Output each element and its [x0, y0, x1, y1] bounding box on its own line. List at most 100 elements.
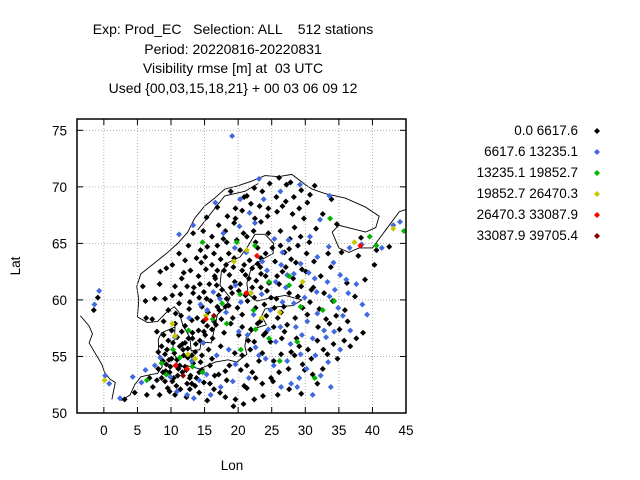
data-point [325, 243, 332, 250]
legend-entry-label: 26470.3 33087.9 [477, 207, 578, 222]
data-point [309, 391, 316, 398]
data-point [299, 278, 306, 285]
data-point [143, 377, 150, 384]
data-point [294, 383, 301, 390]
data-point [314, 337, 321, 344]
data-point [231, 258, 238, 265]
data-point [138, 379, 145, 386]
data-point [96, 287, 103, 294]
legend-marker [594, 170, 600, 176]
data-point [223, 295, 230, 302]
data-point [172, 310, 179, 317]
data-point [199, 369, 206, 376]
data-point [241, 382, 248, 389]
axis-ticks: 0 5 10 15 20 25 30 35 40 45 50 55 60 65 70 75 [52, 119, 414, 438]
data-point [239, 207, 246, 214]
data-point [175, 365, 182, 372]
data-point [353, 281, 360, 288]
data-point [212, 199, 219, 206]
data-point [163, 346, 170, 353]
data-point [153, 377, 160, 384]
data-point [217, 295, 224, 302]
data-point [311, 374, 318, 381]
data-point [255, 352, 262, 359]
data-point [193, 255, 200, 262]
data-point [287, 341, 294, 348]
data-point [314, 310, 321, 317]
data-point [357, 242, 364, 249]
data-point [245, 275, 252, 282]
data-point [202, 316, 209, 323]
data-point [161, 351, 168, 358]
data-point [237, 299, 244, 306]
data-point [288, 380, 295, 387]
data-point [266, 180, 273, 187]
data-point [213, 352, 220, 359]
data-point [198, 259, 205, 266]
data-point [149, 316, 156, 323]
data-point [282, 198, 289, 205]
data-point [232, 361, 239, 368]
data-point [341, 307, 348, 314]
data-point [116, 395, 123, 402]
legend-entry-label: 33087.9 39705.4 [477, 228, 579, 243]
data-point [229, 290, 236, 297]
data-point [239, 352, 246, 359]
data-point [213, 282, 220, 289]
data-point [331, 328, 338, 335]
data-point [200, 339, 207, 346]
data-point [156, 281, 163, 288]
data-point [296, 343, 303, 350]
data-point [94, 294, 101, 301]
data-point [212, 275, 219, 282]
data-point [336, 326, 343, 333]
data-point [206, 362, 213, 369]
data-point [232, 215, 239, 222]
data-point [341, 337, 348, 344]
plot-frame [76, 118, 407, 414]
data-point [241, 194, 248, 201]
data-point [225, 302, 232, 309]
data-point [262, 355, 269, 362]
data-point [225, 346, 232, 353]
data-point [303, 250, 310, 257]
data-point [197, 301, 204, 308]
data-point [167, 373, 174, 380]
data-point [208, 326, 215, 333]
data-point [221, 329, 228, 336]
data-point [306, 239, 313, 246]
coastline-segment [197, 183, 259, 231]
legend: 0.0 6617.6 6617.6 13235.1 13235.1 19852.7 1… [477, 123, 600, 243]
data-point [158, 360, 165, 367]
data-point [290, 194, 297, 201]
legend-marker [594, 149, 600, 155]
data-point [188, 380, 195, 387]
x-tick-label: 10 [163, 423, 178, 438]
data-point [320, 346, 327, 353]
data-point [158, 343, 165, 350]
data-point [346, 244, 353, 251]
data-point [290, 275, 297, 282]
data-point [184, 391, 191, 398]
data-point [210, 250, 217, 257]
data-point [319, 365, 326, 372]
data-point [237, 247, 244, 254]
data-point [197, 247, 204, 254]
data-point [243, 247, 250, 254]
data-point [288, 348, 295, 355]
data-point [189, 335, 196, 342]
data-point [319, 307, 326, 314]
data-point [312, 352, 319, 359]
data-point [225, 250, 232, 257]
data-point [257, 218, 264, 225]
data-point [223, 239, 230, 246]
data-point [277, 242, 284, 249]
data-point [203, 214, 210, 221]
data-point [296, 205, 303, 212]
data-point [223, 261, 230, 268]
data-point [243, 362, 250, 369]
data-point [200, 379, 207, 386]
data-point [250, 311, 257, 318]
data-point [247, 200, 254, 207]
